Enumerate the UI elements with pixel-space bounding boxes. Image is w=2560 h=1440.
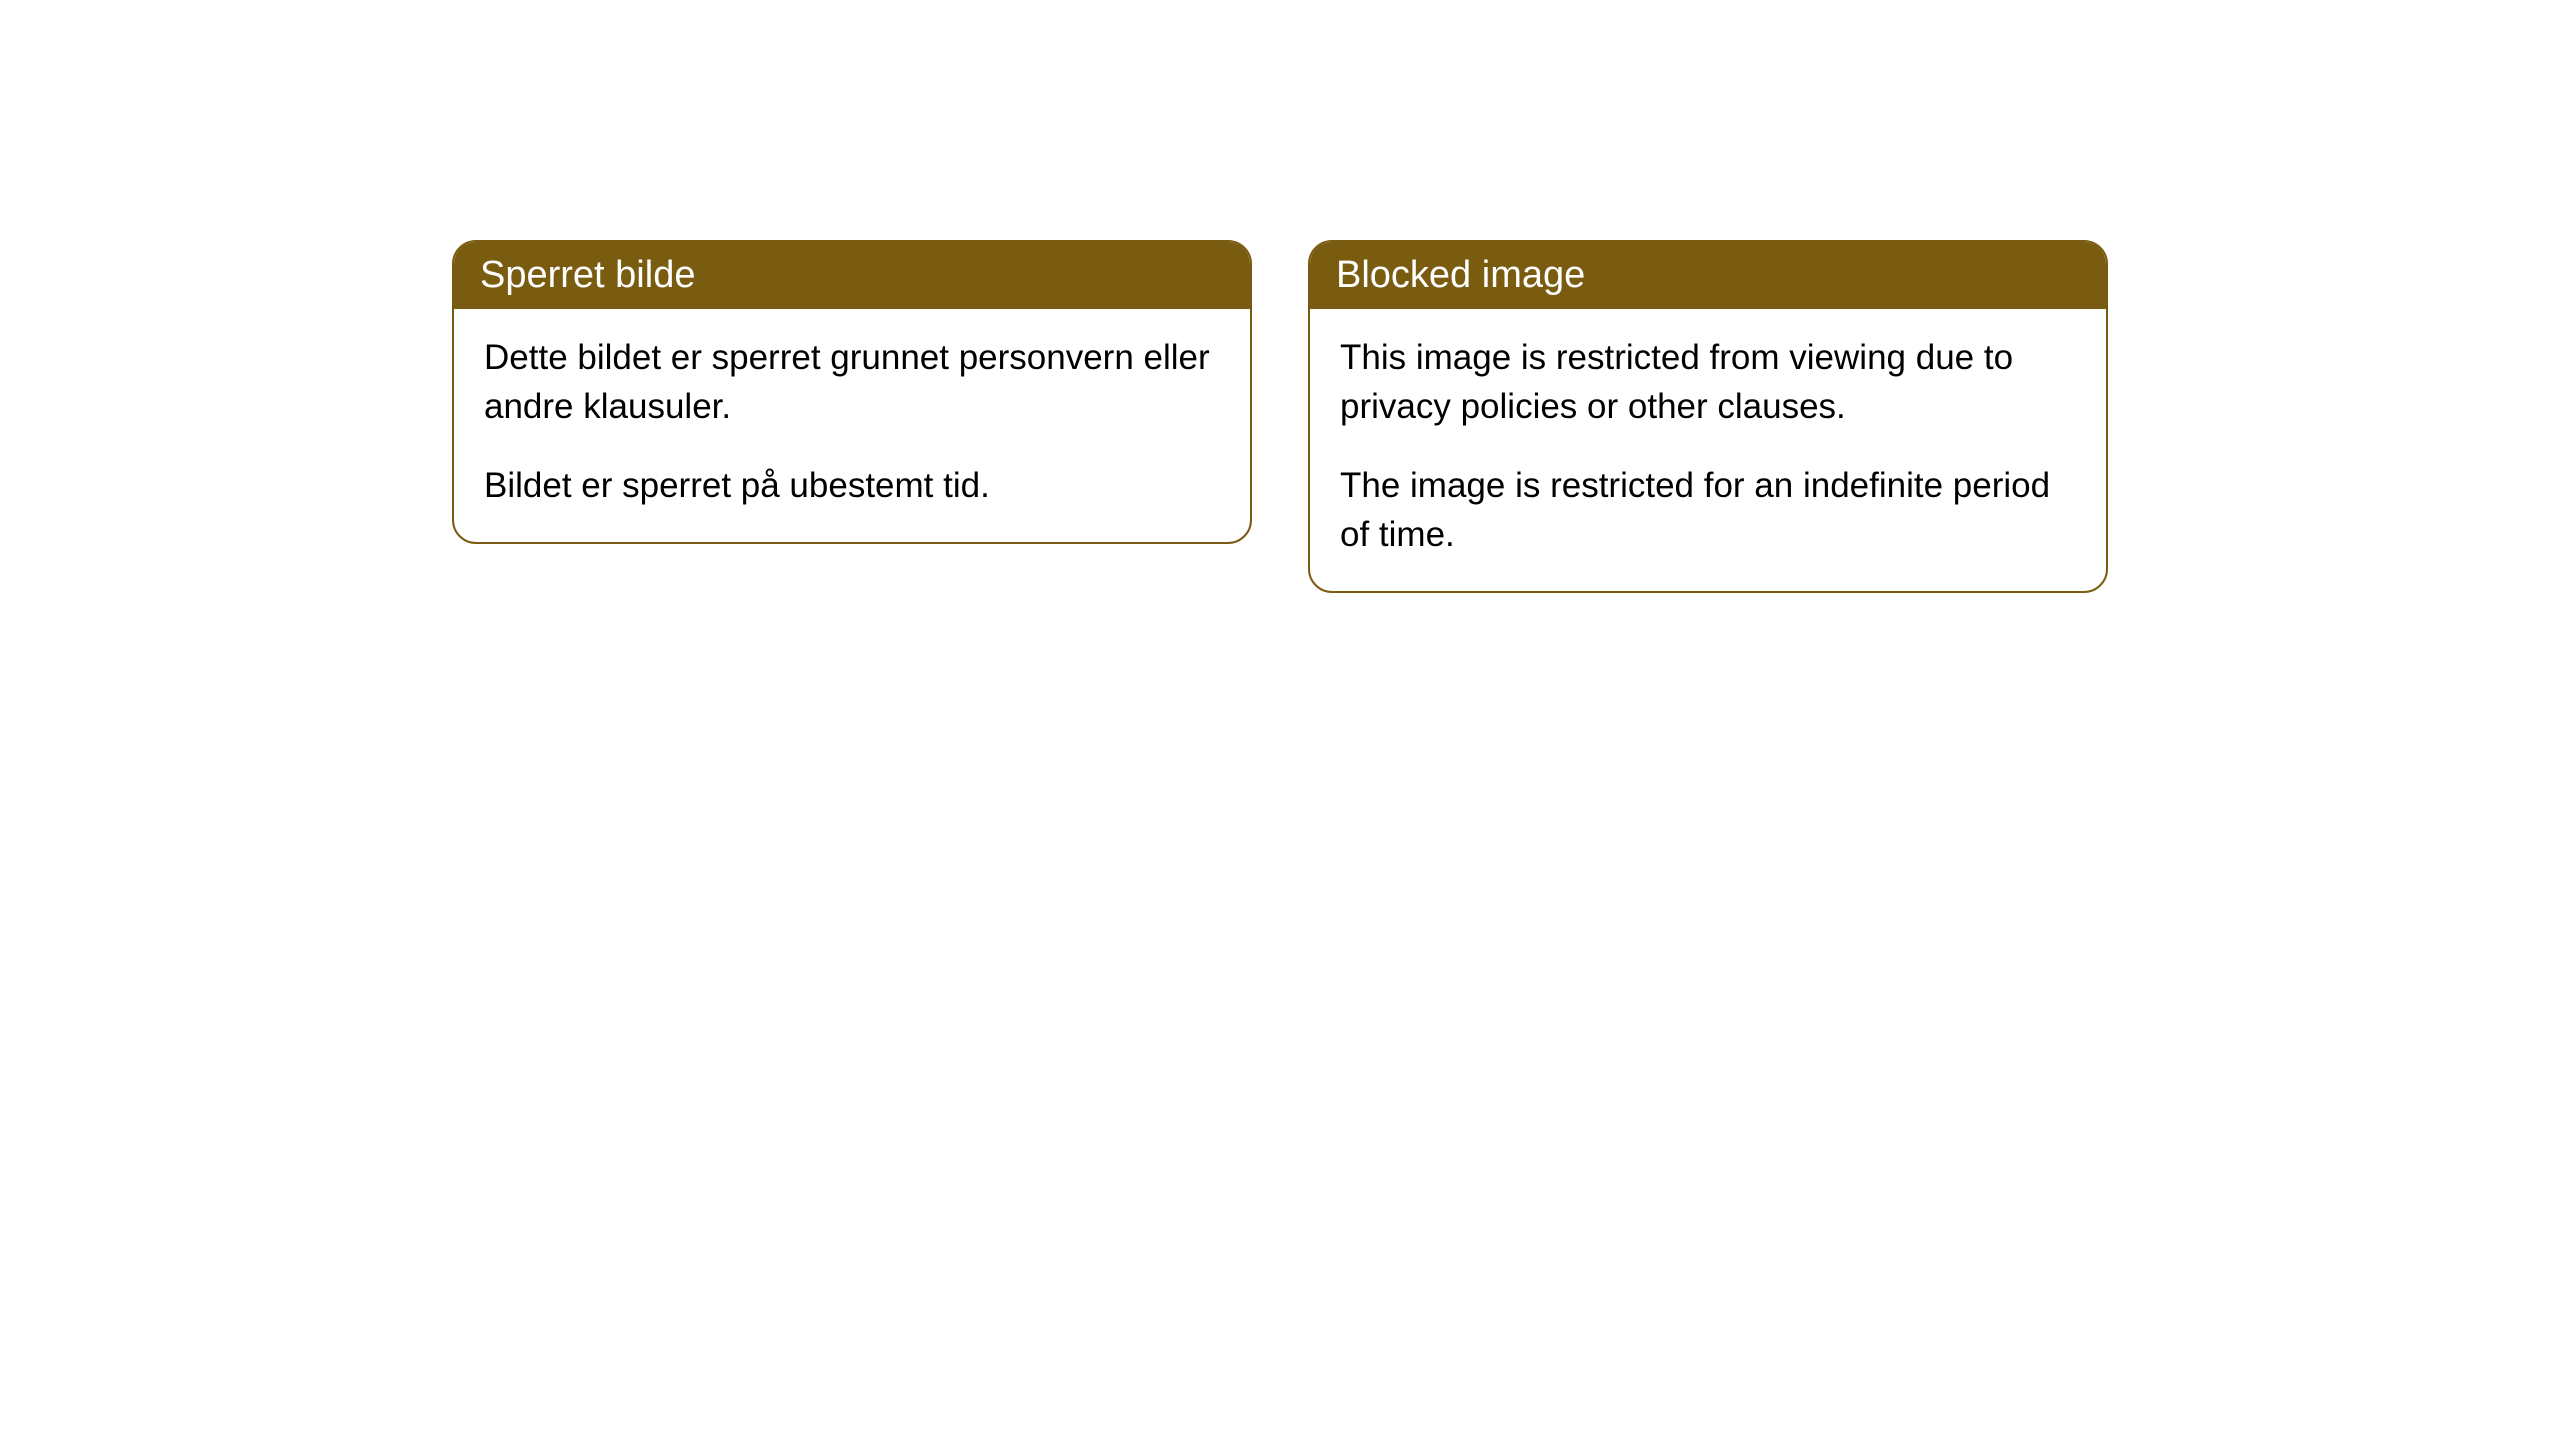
card-paragraph-2-english: The image is restricted for an indefinit… — [1340, 461, 2076, 559]
card-title-norwegian: Sperret bilde — [480, 254, 695, 296]
card-title-english: Blocked image — [1336, 254, 1585, 296]
card-paragraph-1-english: This image is restricted from viewing du… — [1340, 333, 2076, 431]
card-body-norwegian: Dette bildet er sperret grunnet personve… — [454, 309, 1250, 542]
notice-card-norwegian: Sperret bilde Dette bildet er sperret gr… — [452, 240, 1252, 544]
card-header-english: Blocked image — [1310, 242, 2106, 309]
card-paragraph-1-norwegian: Dette bildet er sperret grunnet personve… — [484, 333, 1220, 431]
card-body-english: This image is restricted from viewing du… — [1310, 309, 2106, 591]
card-paragraph-2-norwegian: Bildet er sperret på ubestemt tid. — [484, 461, 1220, 510]
card-header-norwegian: Sperret bilde — [454, 242, 1250, 309]
notice-cards-container: Sperret bilde Dette bildet er sperret gr… — [452, 240, 2108, 1440]
notice-card-english: Blocked image This image is restricted f… — [1308, 240, 2108, 593]
